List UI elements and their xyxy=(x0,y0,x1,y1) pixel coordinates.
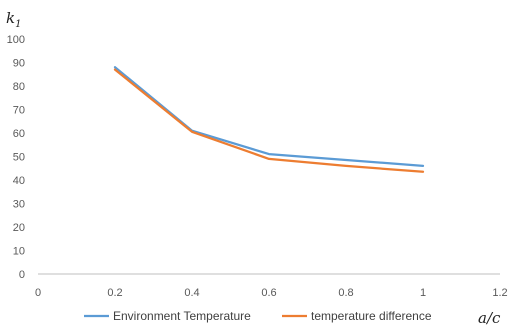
y-tick-label: 80 xyxy=(13,81,25,93)
y-tick-label: 0 xyxy=(19,269,25,281)
x-axis-label: a/c xyxy=(478,309,501,327)
x-tick-label: 0.8 xyxy=(338,287,353,299)
x-tick-label: 0 xyxy=(35,287,41,299)
y-tick-label: 40 xyxy=(13,175,25,187)
legend-label: temperature difference xyxy=(311,309,432,323)
y-tick-label: 60 xyxy=(13,128,25,140)
x-tick-label: 0.2 xyxy=(107,287,122,299)
x-tick-label: 0.4 xyxy=(184,287,199,299)
y-tick-label: 70 xyxy=(13,105,25,117)
y-tick-label: 10 xyxy=(13,246,25,258)
series-line-temperature-difference xyxy=(113,68,425,173)
x-axis-ticks: 0 0.2 0.4 0.6 0.8 1 1.2 xyxy=(35,287,508,299)
y-axis-ticks: 0 10 20 30 40 50 60 70 80 90 100 xyxy=(7,34,25,281)
x-tick-label: 1.2 xyxy=(492,287,507,299)
legend: Environment Temperature temperature diffe… xyxy=(84,309,432,323)
y-tick-label: 20 xyxy=(13,222,25,234)
y-axis-label-sub: 1 xyxy=(15,19,21,30)
y-tick-label: 90 xyxy=(13,58,25,70)
x-tick-label: 0.6 xyxy=(261,287,276,299)
y-axis-label-main: k xyxy=(6,9,15,27)
series-line-environment-temperature xyxy=(113,66,425,168)
y-tick-label: 30 xyxy=(13,199,25,211)
y-tick-label: 50 xyxy=(13,152,25,164)
x-tick-label: 1 xyxy=(420,287,426,299)
y-tick-label: 100 xyxy=(7,34,25,46)
series-lines xyxy=(113,66,425,173)
legend-label: Environment Temperature xyxy=(113,309,251,323)
y-axis-label: k1 xyxy=(6,9,21,30)
